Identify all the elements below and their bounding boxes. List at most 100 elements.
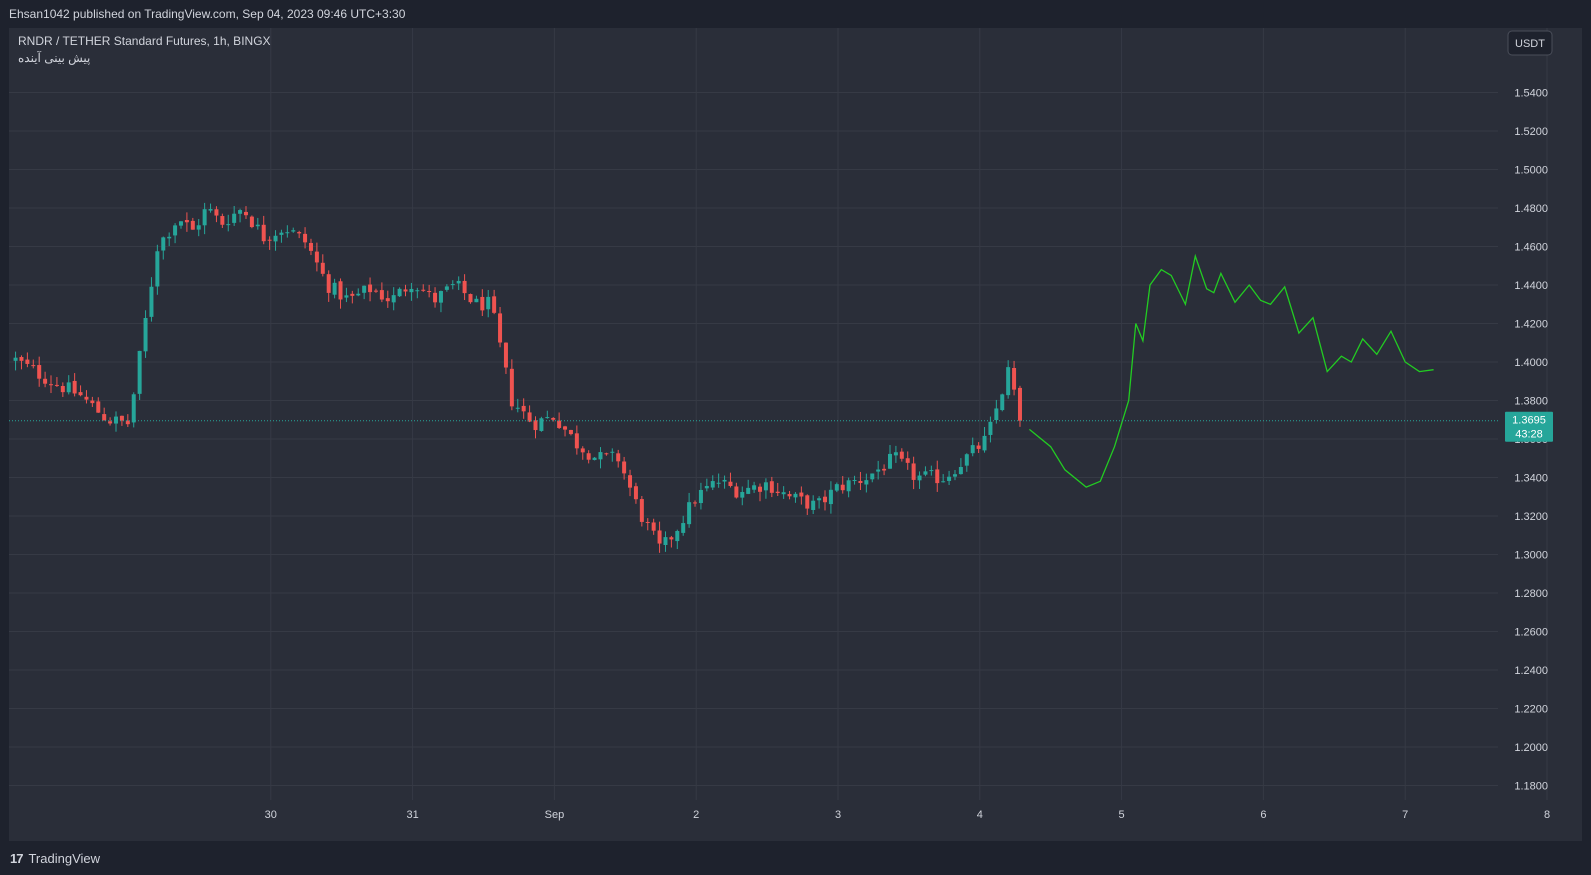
candle-body: [775, 491, 780, 493]
candle-body: [43, 378, 48, 384]
candle-body: [823, 496, 828, 503]
candle-body: [687, 502, 692, 525]
candle-body: [468, 294, 473, 303]
chart-area[interactable]: 1.1800 1.2000 1.2200 1.2400 1.2600 1.2800 1.30…: [9, 28, 1582, 841]
candle-body: [840, 484, 845, 491]
candle-body: [988, 421, 993, 435]
price-tick-label: 1.2000: [1514, 742, 1548, 754]
price-tick-label: 1.3200: [1514, 511, 1548, 523]
candle-body: [456, 280, 461, 284]
candle-body: [202, 209, 207, 226]
currency-label: USDT: [1515, 38, 1545, 50]
candle-body: [178, 221, 183, 226]
candle-body: [137, 350, 142, 394]
candle-body: [474, 298, 479, 303]
legend: RNDR / TETHER Standard Futures, 1h, BING…: [18, 34, 271, 65]
price-tick-label: 1.2800: [1514, 588, 1548, 600]
candle-body: [976, 445, 981, 449]
candle-body: [308, 242, 313, 251]
candle-body: [1017, 387, 1022, 421]
candle-body: [143, 317, 148, 352]
candle-body: [1000, 394, 1005, 411]
candle-body: [214, 209, 219, 216]
tradingview-logo[interactable]: 17 TradingView: [10, 851, 100, 866]
footer: 17 TradingView: [0, 841, 1591, 875]
publish-info: Ehsan1042 published on TradingView.com, …: [9, 7, 406, 21]
candle-body: [220, 216, 225, 225]
candle-body: [941, 481, 946, 483]
candle-body: [96, 401, 101, 413]
candle-body: [982, 435, 987, 451]
candle-body: [728, 481, 733, 486]
candle-body: [249, 216, 254, 228]
candle-body: [781, 492, 786, 495]
candle-body: [929, 470, 934, 472]
candle-body: [480, 296, 485, 311]
time-tick-label: 31: [406, 809, 418, 821]
currency-button[interactable]: USDT: [1507, 30, 1553, 56]
candle-body: [911, 463, 916, 480]
candle-body: [131, 394, 136, 423]
candle-body: [196, 225, 201, 230]
price-tick-label: 1.4200: [1514, 319, 1548, 331]
candle-body: [190, 220, 195, 230]
candle-body: [551, 417, 556, 420]
price-tick-label: 1.5200: [1514, 126, 1548, 138]
candle-body: [557, 420, 562, 428]
candle-body: [78, 392, 83, 396]
candle-body: [947, 476, 952, 481]
candle-body: [344, 295, 349, 298]
candle-body: [769, 481, 774, 493]
candle-body: [297, 232, 302, 234]
candle-body: [66, 382, 71, 393]
candle-body: [870, 473, 875, 480]
last-price-tag: 1.3695 43:28: [1505, 411, 1553, 442]
candle-body: [586, 453, 591, 460]
candle-body: [90, 400, 95, 404]
candle-body: [444, 286, 449, 290]
candle-body: [935, 469, 940, 484]
candle-body: [60, 386, 65, 393]
candle-body: [563, 426, 568, 430]
candle-body: [622, 461, 627, 474]
candle-body: [314, 251, 319, 263]
candle-body: [799, 492, 804, 497]
price-chart[interactable]: 1.1800 1.2000 1.2200 1.2400 1.2600 1.2800 1.30…: [9, 28, 1582, 841]
price-tick-label: 1.2400: [1514, 665, 1548, 677]
candle-body: [261, 224, 266, 242]
tradingview-logo-icon: 17: [10, 851, 24, 866]
candle-body: [734, 486, 739, 498]
candle-body: [409, 288, 414, 293]
candle-body: [149, 286, 154, 317]
price-tick-label: 1.3000: [1514, 550, 1548, 562]
last-price-tag-background: [1505, 411, 1553, 442]
candle-body: [639, 499, 644, 522]
candle-body: [633, 486, 638, 500]
candle-body: [616, 453, 621, 462]
candle-body: [356, 293, 361, 296]
candle-body: [208, 209, 213, 211]
time-tick-label: 4: [977, 809, 983, 821]
candle-body: [13, 357, 18, 361]
candle-body: [226, 224, 231, 226]
candle-body: [887, 453, 892, 469]
candle-body: [320, 262, 325, 274]
candle-body: [450, 284, 455, 286]
candle-body: [592, 457, 597, 460]
candle-body: [267, 239, 272, 241]
candle-body: [438, 291, 443, 303]
candle-body: [952, 474, 957, 477]
candle-body: [279, 232, 284, 235]
last-price-value: 1.3695: [1512, 415, 1546, 427]
price-tick-label: 1.2600: [1514, 627, 1548, 639]
time-axis-background: [9, 800, 1582, 841]
candle-body: [905, 458, 910, 463]
candle-body: [338, 281, 343, 300]
brand-label: TradingView: [28, 851, 101, 866]
candle-body: [669, 537, 674, 540]
candle-body: [681, 523, 686, 533]
candle-body: [763, 482, 768, 491]
candle-body: [403, 289, 408, 292]
candle-body: [19, 357, 24, 361]
candle-body: [610, 451, 615, 453]
